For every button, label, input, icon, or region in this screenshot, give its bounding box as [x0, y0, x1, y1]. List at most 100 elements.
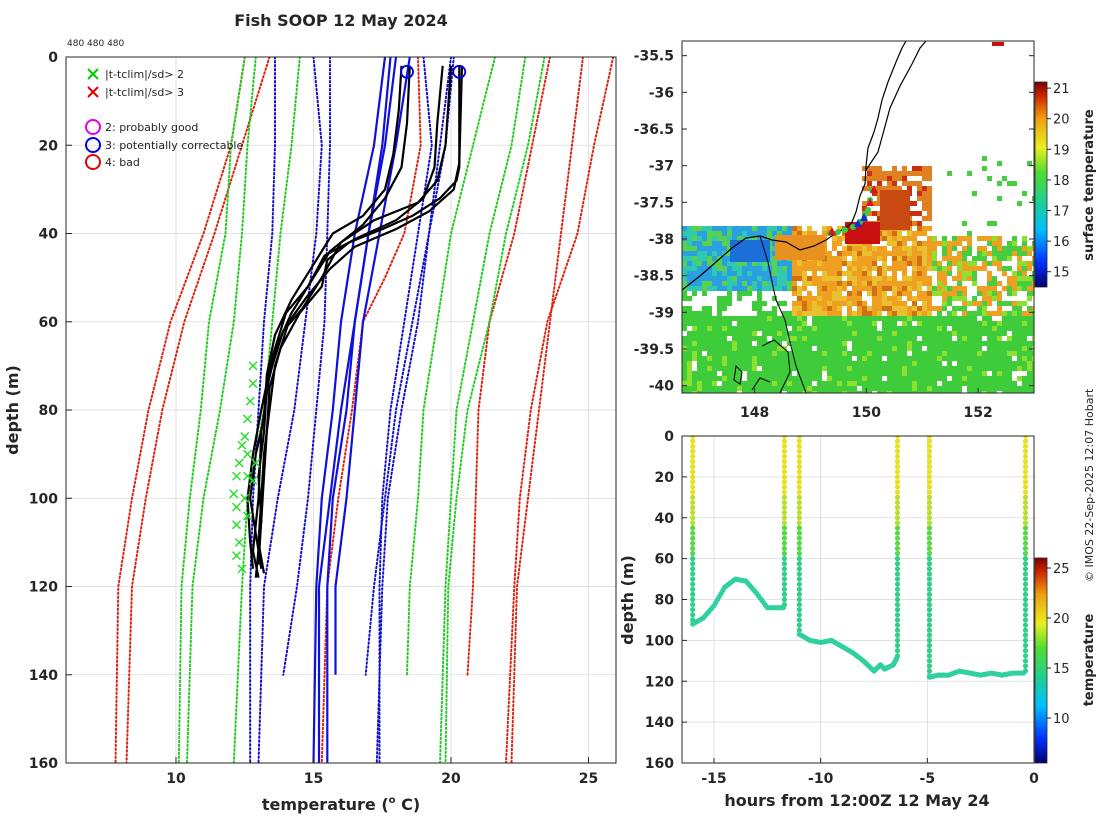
ts-cast-point: [1022, 484, 1029, 490]
sst-pixel: [757, 266, 762, 271]
sst-pixel: [807, 266, 812, 271]
sst-pixel: [857, 321, 862, 326]
ts-cast-point: [926, 464, 933, 470]
sst-pixel: [707, 276, 712, 281]
sst-pixel: [767, 331, 772, 336]
sst-pixel: [782, 226, 787, 231]
sst-pixel: [707, 381, 712, 386]
ts-cast-point: [1022, 561, 1029, 567]
sst-pixel: [1022, 341, 1027, 346]
sst-pixel: [687, 391, 692, 393]
sst-pixel: [997, 196, 1002, 201]
sst-pixel: [847, 386, 852, 391]
sst-pixel: [957, 286, 962, 291]
sst-pixel: [922, 291, 927, 296]
sst-pixel: [1002, 251, 1007, 256]
sst-pixel: [977, 346, 982, 351]
sst-pixel: [717, 341, 722, 346]
sst-pixel: [962, 326, 967, 331]
sst-pixel: [887, 336, 892, 341]
sst-pixel: [812, 341, 817, 346]
ts-cast-point: [690, 453, 696, 460]
sst-pixel: [867, 341, 872, 346]
sst-pixel: [982, 331, 987, 336]
sst-pixel: [897, 281, 902, 286]
sst-pixel: [992, 291, 997, 296]
sst-pixel: [847, 351, 852, 356]
sst-pixel: [842, 316, 847, 321]
sst-pixel: [942, 241, 947, 246]
sst-pixel: [762, 266, 767, 271]
climatology-mean-line: [317, 57, 392, 763]
sst-pixel: [842, 231, 847, 236]
sst-pixel: [927, 336, 932, 341]
sst-pixel: [872, 296, 877, 301]
sst-pixel: [747, 326, 752, 331]
sst-pixel: [727, 246, 732, 251]
sst-pixel: [887, 391, 892, 393]
sst-pixel: [937, 291, 942, 296]
sst-pixel: [862, 376, 867, 381]
sst-pixel: [977, 301, 982, 306]
sst-pixel: [1007, 361, 1012, 366]
sst-pixel: [917, 276, 922, 281]
sst-pixel: [842, 286, 847, 291]
ts-cast-point: [690, 581, 696, 587]
sst-pixel: [872, 371, 877, 376]
sst-pixel: [807, 326, 812, 331]
sst-pixel: [777, 371, 782, 376]
ts-cast-point: [926, 617, 933, 623]
sst-pixel: [762, 281, 767, 286]
sst-pixel: [827, 356, 832, 361]
sst-pixel: [1012, 181, 1017, 186]
ts-cast-point: [1022, 642, 1029, 649]
sst-pixel: [837, 381, 842, 386]
sst-pixel: [902, 241, 907, 246]
flag-x-marker: [240, 493, 250, 503]
legend-circle-marker: [85, 137, 101, 153]
sst-pixel: [707, 281, 712, 286]
sst-pixel: [977, 341, 982, 346]
sst-pixel: [777, 356, 782, 361]
sst-pixel: [762, 326, 767, 331]
flag-x-marker: [251, 458, 261, 468]
sst-pixel: [982, 326, 987, 331]
sst-pixel: [897, 186, 902, 191]
sst-pixel: [737, 351, 742, 356]
sst-pixel: [867, 321, 872, 326]
ts-cast-point: [796, 622, 802, 628]
sst-pixel: [747, 286, 752, 291]
sst-pixel: [722, 231, 727, 236]
sst-pixel: [812, 361, 817, 366]
sst-pixel: [1027, 326, 1032, 331]
sst-pixel: [727, 276, 732, 281]
sst-pixel: [822, 381, 827, 386]
sst-pixel: [827, 296, 832, 301]
sst-pixel: [917, 166, 922, 171]
sst-pixel: [907, 316, 912, 321]
sst-pixel: [897, 331, 902, 336]
sst-pixel: [807, 311, 812, 316]
sst-pixel: [1032, 361, 1034, 366]
sst-pixel: [867, 261, 872, 266]
sst-pixel: [892, 171, 897, 176]
profile-ytick-label: 140: [29, 668, 58, 684]
sst-pixel: [947, 246, 952, 251]
sst-pixel: [817, 376, 822, 381]
sst-pixel: [967, 361, 972, 366]
sst-pixel: [972, 371, 977, 376]
sst-pixel: [987, 251, 992, 256]
sst-pixel: [917, 196, 922, 201]
sst-pixel: [1027, 246, 1032, 251]
sst-pixel: [1002, 341, 1007, 346]
sst-pixel: [937, 341, 942, 346]
sst-pixel: [747, 291, 752, 296]
sst-pixel: [942, 291, 947, 296]
sst-pixel: [982, 291, 987, 296]
sst-pixel: [967, 271, 972, 276]
sst-pixel: [747, 366, 752, 371]
ts-cast-point: [796, 581, 802, 587]
sst-pixel: [757, 371, 762, 376]
sst-pixel: [902, 386, 907, 391]
